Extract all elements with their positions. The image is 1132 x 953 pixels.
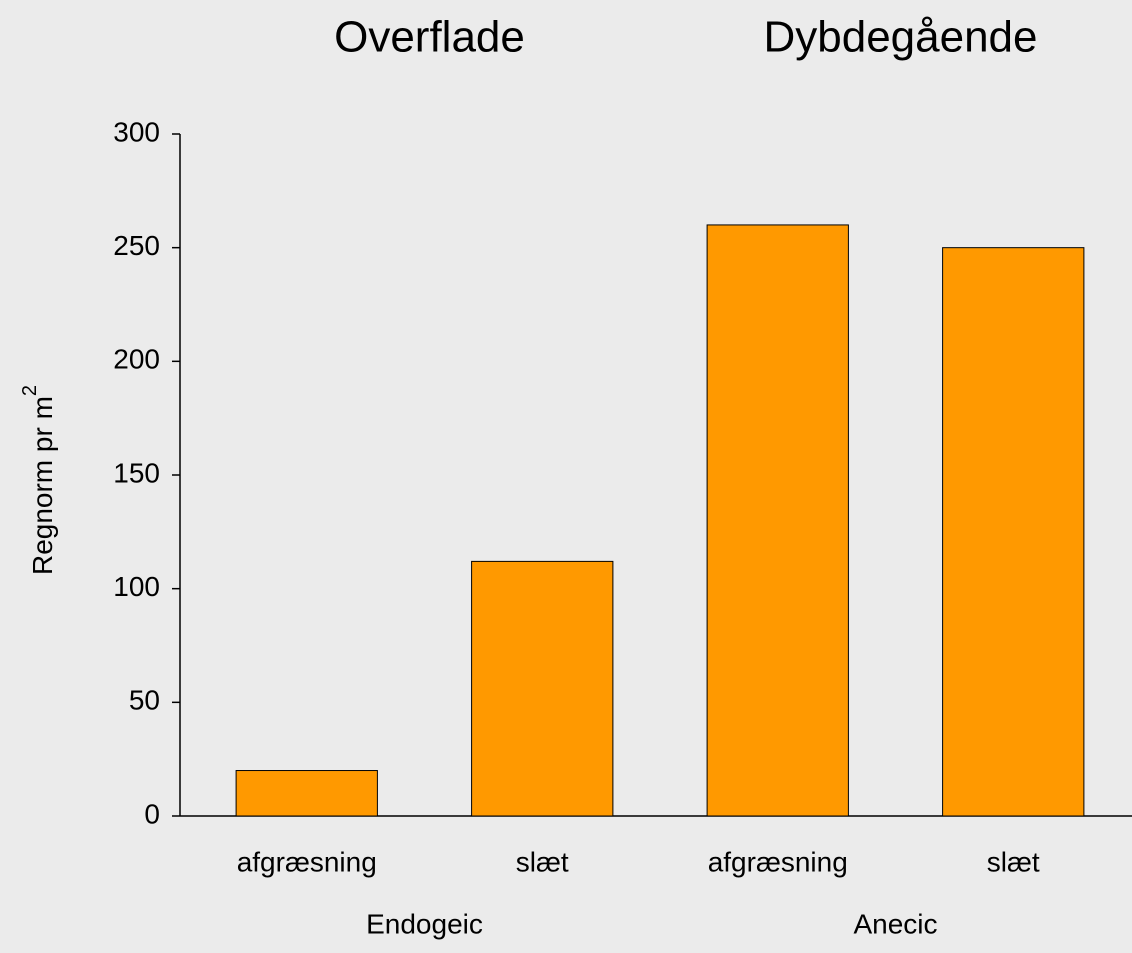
- y-tick-label: 150: [113, 457, 160, 488]
- y-tick-label: 200: [113, 344, 160, 375]
- bar: [706, 224, 849, 817]
- bar: [235, 770, 378, 817]
- bar: [471, 560, 614, 817]
- y-tick-label: 300: [113, 116, 160, 147]
- x-tick-label: slæt: [987, 846, 1040, 877]
- x-tick-label: afgræsning: [237, 846, 377, 877]
- y-axis-label-superscript: 2: [19, 385, 41, 396]
- chart-title: Dybdegående: [763, 13, 1037, 62]
- x-tick-label: slæt: [516, 846, 569, 877]
- chart-title: Overflade: [334, 13, 525, 62]
- group-label: Endogeic: [366, 908, 483, 939]
- y-axis-label: Regnorm pr m2: [19, 385, 58, 575]
- y-tick-label: 0: [144, 798, 160, 829]
- y-tick-label: 100: [113, 571, 160, 602]
- x-tick-label: afgræsning: [708, 846, 848, 877]
- y-tick-label: 50: [129, 685, 160, 716]
- bar: [942, 247, 1085, 817]
- y-axis-label-text: Regnorm pr m: [27, 396, 58, 575]
- group-label: Anecic: [853, 908, 937, 939]
- y-tick-label: 250: [113, 230, 160, 261]
